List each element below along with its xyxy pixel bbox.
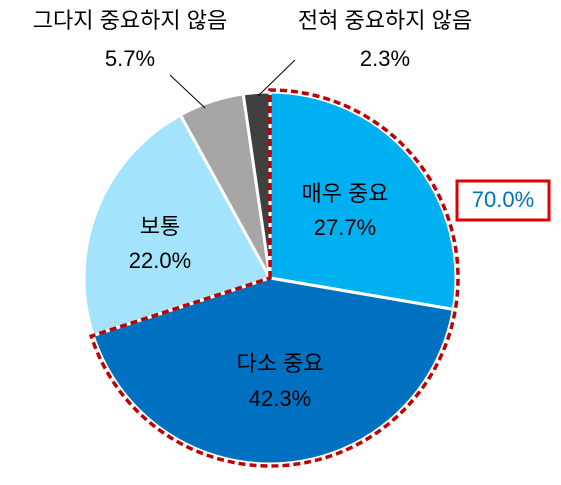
pie-slice	[268, 90, 458, 312]
annotation-box	[455, 179, 551, 222]
pie-slice	[82, 112, 273, 338]
value-label: 22.0%	[129, 248, 191, 273]
slice-label: 전혀 중요하지 않음	[298, 8, 472, 33]
pie-slice	[91, 276, 456, 466]
slice-label: 다소 중요	[236, 351, 323, 376]
value-label: 5.7%	[105, 46, 155, 71]
leader-line	[257, 59, 296, 97]
slice-label: 매우 중요	[301, 181, 388, 206]
annotation: 70.0%	[472, 187, 534, 212]
value-label: 27.7%	[314, 215, 376, 240]
slice-label: 그다지 중요하지 않음	[33, 8, 227, 33]
slice-label: 보통	[140, 214, 180, 239]
value-label: 42.3%	[249, 386, 311, 411]
highlight-outline	[88, 88, 460, 468]
leader-line	[169, 74, 206, 109]
pie-slice	[241, 90, 272, 279]
value-label: 2.3%	[360, 46, 410, 71]
